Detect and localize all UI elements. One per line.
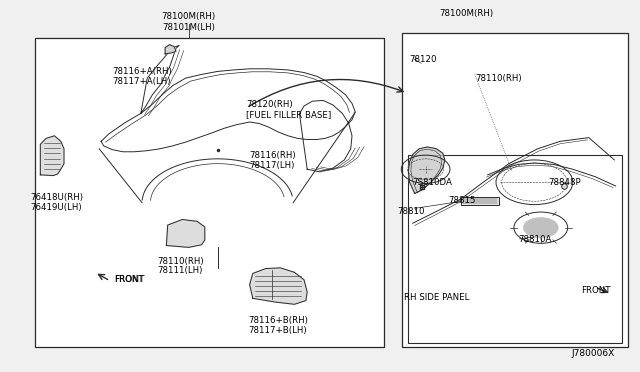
- Polygon shape: [408, 147, 445, 193]
- Text: 78120: 78120: [410, 55, 437, 64]
- Text: 78111(LH): 78111(LH): [157, 266, 202, 275]
- Text: 78100M(RH): 78100M(RH): [162, 12, 216, 21]
- Text: FRONT: FRONT: [581, 286, 611, 295]
- Text: 78110(RH): 78110(RH): [157, 257, 204, 266]
- Text: 78110(RH): 78110(RH): [475, 74, 522, 83]
- Text: 78120(RH): 78120(RH): [246, 100, 293, 109]
- Text: 78116(RH): 78116(RH): [250, 151, 296, 160]
- Polygon shape: [40, 136, 64, 176]
- Bar: [35, 38, 384, 347]
- Bar: [461, 197, 499, 205]
- Text: FRONT: FRONT: [114, 275, 145, 284]
- Text: 78848P: 78848P: [548, 178, 580, 187]
- Text: 78116+A(RH): 78116+A(RH): [112, 67, 172, 76]
- Text: 78117(LH): 78117(LH): [250, 161, 295, 170]
- Text: FRONT: FRONT: [114, 275, 143, 284]
- Polygon shape: [166, 219, 205, 247]
- Text: 78100M(RH): 78100M(RH): [439, 9, 493, 18]
- Text: 7S810DA: 7S810DA: [412, 178, 452, 187]
- Text: 78810A: 78810A: [518, 235, 552, 244]
- Bar: [408, 155, 622, 343]
- Text: 78117+B(LH): 78117+B(LH): [248, 326, 307, 335]
- Bar: [402, 33, 628, 347]
- Text: 78810: 78810: [397, 207, 424, 216]
- Text: RH SIDE PANEL: RH SIDE PANEL: [404, 293, 470, 302]
- Text: 78815: 78815: [448, 196, 476, 205]
- Text: J780006X: J780006X: [571, 349, 614, 358]
- Text: 76418U(RH): 76418U(RH): [31, 193, 84, 202]
- Circle shape: [524, 218, 558, 238]
- Text: 78117+A(LH): 78117+A(LH): [112, 77, 170, 86]
- Polygon shape: [250, 268, 307, 304]
- Text: [FUEL FILLER BASE]: [FUEL FILLER BASE]: [246, 110, 332, 119]
- Polygon shape: [165, 45, 176, 54]
- Text: 76419U(LH): 76419U(LH): [31, 203, 83, 212]
- Text: 78101M(LH): 78101M(LH): [163, 23, 215, 32]
- Text: 78116+B(RH): 78116+B(RH): [248, 316, 308, 325]
